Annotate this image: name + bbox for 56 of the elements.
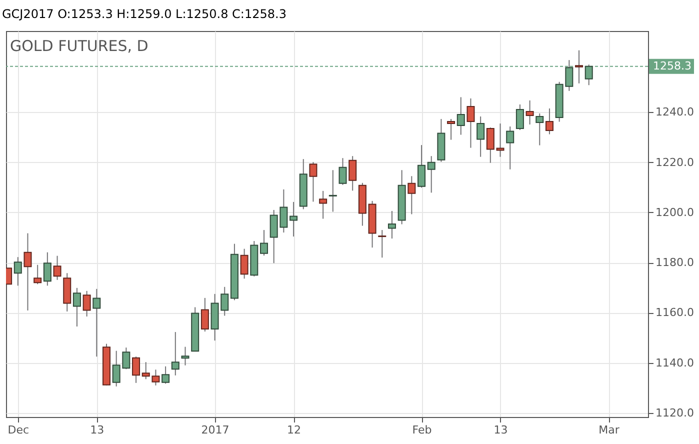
candlestick [72, 287, 81, 328]
candlestick [388, 210, 396, 240]
candlestick [171, 332, 180, 376]
chart-title: GOLD FUTURES, D [10, 37, 148, 55]
candlestick [476, 116, 485, 158]
candlestick [309, 162, 318, 202]
candlestick [506, 126, 514, 170]
candlestick [456, 96, 465, 136]
candlestick [486, 127, 494, 164]
candlestick [418, 144, 426, 188]
y-tick-label: 1240.0 [656, 106, 694, 119]
x-tick-label: 2017 [201, 424, 230, 436]
y-tick-label: 1200.0 [656, 206, 694, 219]
candlestick [162, 366, 170, 384]
candlestick [427, 156, 436, 194]
candlestick [200, 297, 209, 332]
candlestick [181, 346, 190, 366]
candlestick [290, 201, 298, 238]
ref-line-label: 1258.3 [653, 59, 692, 72]
candlestick [34, 264, 42, 285]
candlestick [240, 248, 248, 280]
x-tick-label: Feb [412, 424, 432, 436]
candlestick [536, 112, 544, 146]
x-tick-label: Mar [598, 424, 620, 436]
y-tick-label: 1220.0 [656, 156, 694, 169]
candlestick [92, 288, 101, 358]
candlestick [132, 356, 140, 384]
chart-subtitle: GCJ2017 O:1253.3 H:1259.0 L:1250.8 C:1258.3 [2, 7, 286, 21]
candlestick [348, 156, 357, 192]
x-tick-label: 13 [494, 424, 508, 436]
candlestick [516, 104, 524, 131]
candlestick [466, 98, 475, 148]
y-tick-label: 1120.0 [656, 406, 694, 420]
candlestick [545, 108, 554, 135]
candlestick [24, 232, 32, 311]
candlestick [526, 100, 534, 125]
candlestick [14, 256, 22, 286]
x-tick-label: 13 [90, 424, 104, 436]
candlestick [43, 252, 52, 286]
candlestick [408, 176, 416, 215]
y-tick-label: 1160.0 [656, 306, 694, 320]
candlestick [575, 50, 584, 84]
candlestick [328, 170, 337, 212]
y-tick-label: 1180.0 [656, 256, 694, 270]
candlestick [447, 118, 456, 140]
candlestick [496, 122, 504, 158]
candlestick [53, 255, 62, 280]
candlestick [82, 290, 91, 317]
candlestick [378, 230, 386, 258]
candlestick [260, 230, 268, 256]
x-tick-label: Dec [8, 424, 30, 436]
x-tick-label: 12 [287, 424, 302, 436]
candlestick [584, 64, 593, 86]
y-tick-label: 1140.0 [656, 356, 694, 370]
candlestick [319, 190, 328, 220]
candlestick [338, 158, 347, 186]
